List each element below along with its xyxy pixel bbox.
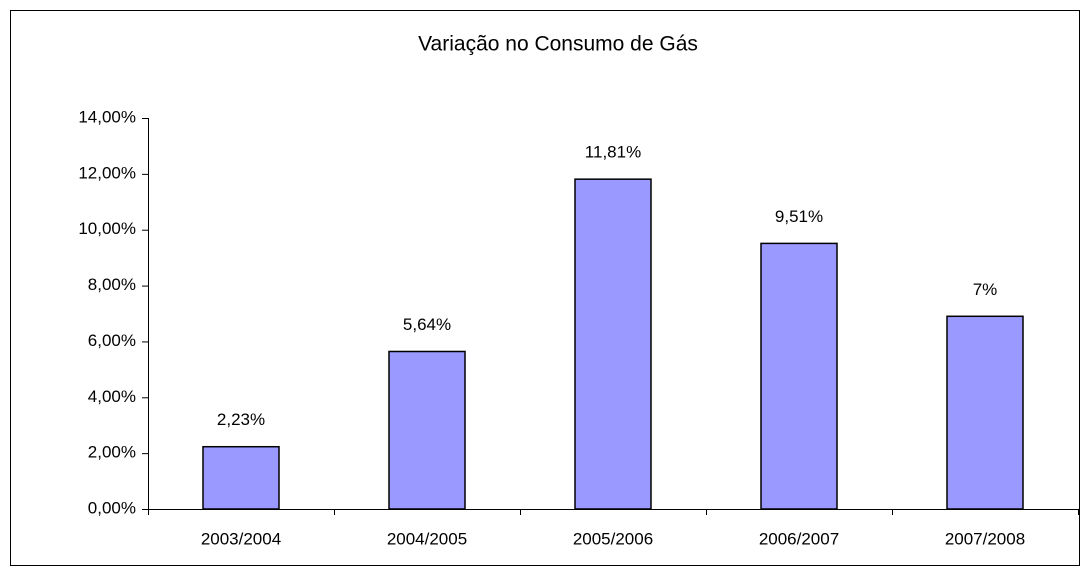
bar	[946, 315, 1024, 510]
bar	[202, 445, 280, 510]
chart-title: Variação no Consumo de Gás	[418, 33, 698, 56]
x-tick-label: 2006/2007	[759, 529, 839, 548]
y-tick-label: 14,00%	[78, 107, 136, 126]
x-tick-label: 2003/2004	[201, 529, 281, 548]
data-label: 2,23%	[217, 410, 265, 429]
data-label: 7%	[973, 280, 998, 299]
y-tick-label: 12,00%	[78, 163, 136, 182]
y-tick-label: 0,00%	[88, 498, 136, 517]
x-tick-label: 2005/2006	[573, 529, 653, 548]
y-tick-label: 6,00%	[88, 331, 136, 350]
y-tick-label: 2,00%	[88, 443, 136, 462]
y-tick-label: 4,00%	[88, 387, 136, 406]
bar	[574, 178, 652, 510]
data-label: 9,51%	[775, 207, 823, 226]
chart-border	[10, 10, 1080, 566]
x-tick-label: 2007/2008	[945, 529, 1025, 548]
y-tick-label: 10,00%	[78, 219, 136, 238]
data-label: 11,81%	[585, 143, 641, 162]
x-tick-label: 2004/2005	[387, 529, 467, 548]
data-label: 5,64%	[403, 315, 451, 334]
bar	[760, 242, 838, 510]
y-tick-label: 8,00%	[88, 275, 136, 294]
bar	[388, 350, 466, 510]
